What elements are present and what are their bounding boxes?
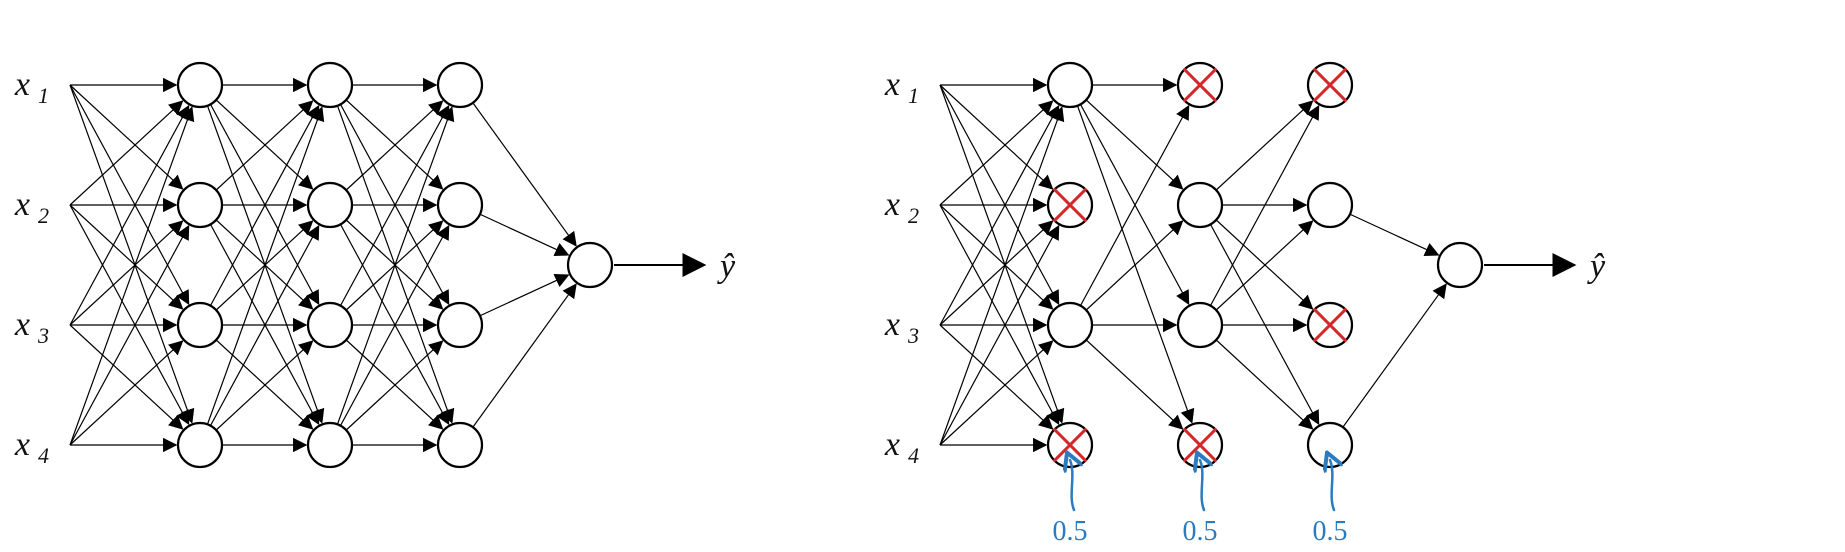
full-network-node-l2-r1 [308,183,352,227]
dropout-rate-label-1: 0.5 [1053,516,1088,547]
dropout-rate-label-2: 0.5 [1183,516,1218,547]
dropout-rate-annotations: 0.5 0.5 0.5 [1053,460,1348,547]
input-label-1: x [14,66,30,103]
input-label-sub-3: 3 [37,323,49,348]
dropout-network: x1x2x3x4ŷ [884,63,1606,468]
input-label-sub-4: 4 [908,443,919,468]
full-network: x1x2x3x4ŷ [14,63,736,468]
input-label-3: x [884,306,900,343]
dropout-network-labels: x1x2x3x4ŷ [884,66,1606,468]
input-label-2: x [14,186,30,223]
input-label-sub-1: 1 [908,83,919,108]
full-network-node-l1-r1 [178,183,222,227]
full-network-node-l2-r3 [308,423,352,467]
dropout-network-edges [940,85,1446,445]
dropout-network-node-l3-r1 [1308,183,1352,227]
full-network-node-l3-r0 [438,63,482,107]
output-label: ŷ [1587,248,1606,285]
input-label-4: x [14,426,30,463]
full-network-node-l3-r1 [438,183,482,227]
dropout-network-node-l1-r2 [1048,303,1092,347]
dropout-rate-label-3: 0.5 [1313,516,1348,547]
input-label-sub-2: 2 [908,203,919,228]
full-network-node-l3-r2 [438,303,482,347]
full-network-node-l1-r0 [178,63,222,107]
input-label-sub-3: 3 [907,323,919,348]
full-network-node-l1-r3 [178,423,222,467]
full-network-node-l2-r2 [308,303,352,347]
input-label-sub-1: 1 [38,83,49,108]
input-label-sub-4: 4 [38,443,49,468]
input-label-sub-2: 2 [38,203,49,228]
input-label-4: x [884,426,900,463]
full-network-edges [70,85,576,445]
full-network-node-l1-r2 [178,303,222,347]
input-label-1: x [884,66,900,103]
full-network-node-l2-r0 [308,63,352,107]
dropout-network-node-l2-r2 [1178,303,1222,347]
dropout-network-node-l1-r0 [1048,63,1092,107]
full-network-node-l3-r3 [438,423,482,467]
input-label-3: x [14,306,30,343]
dropout-network-node-l2-r1 [1178,183,1222,227]
output-label: ŷ [717,248,736,285]
full-network-output-node [568,243,612,287]
input-label-2: x [884,186,900,223]
full-network-nodes [178,63,704,467]
dropout-network-output-node [1438,243,1482,287]
dropout-network-nodes [1048,63,1574,467]
